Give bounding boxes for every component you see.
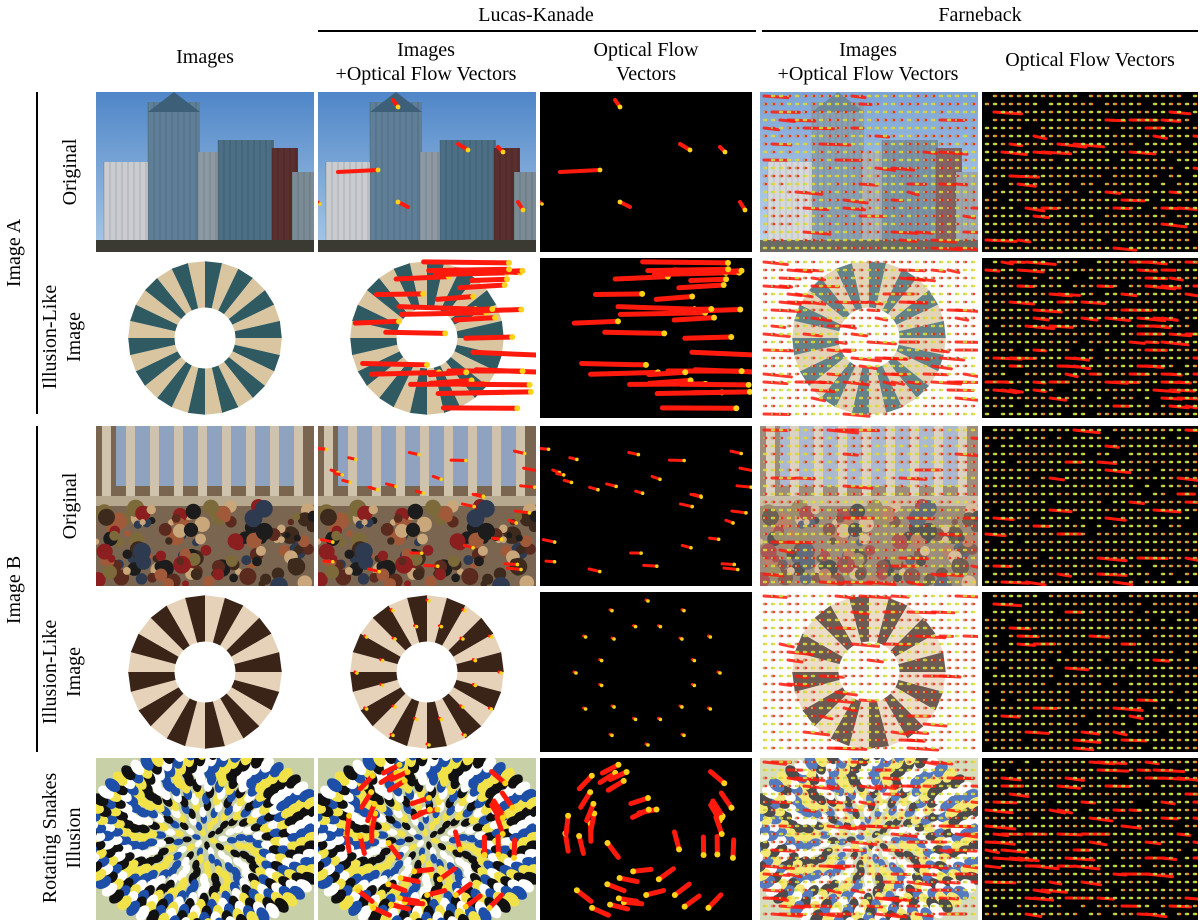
- row-label-b-illusion-line2: Image: [63, 647, 85, 697]
- panel-b-illusion-image: [96, 592, 314, 752]
- panel-b-original-image: [96, 426, 314, 586]
- section-bar-image-b: [36, 426, 38, 752]
- panel-a-illusion-lk-vectors: [540, 258, 752, 418]
- panel-snakes-fb-vectors: [982, 758, 1198, 920]
- group-header-farneback: Farneback: [938, 4, 1022, 26]
- panel-b-original-fb-vectors: [982, 426, 1198, 586]
- panel-a-illusion-fb-vectors: [982, 258, 1198, 418]
- group-underline-lucas-kanade: [318, 30, 756, 32]
- row-label-snakes: Rotating Snakes Illusion: [38, 773, 86, 904]
- column-header-lk-overlay-line1: Images: [397, 39, 455, 61]
- panel-snakes-fb-overlay: [760, 758, 978, 920]
- row-label-a-original: Original: [59, 138, 81, 206]
- column-header-fb-vectors: Optical Flow Vectors: [1005, 49, 1175, 71]
- row-label-b-illusion: Illusion-Like Image: [38, 620, 86, 724]
- panel-b-illusion-lk-overlay: [318, 592, 536, 752]
- panel-b-original-lk-overlay: [318, 426, 536, 586]
- panel-a-original-image: [96, 92, 314, 252]
- panel-b-illusion-fb-overlay: [760, 592, 978, 752]
- panel-a-original-lk-overlay: [318, 92, 536, 252]
- column-header-lk-overlay: Images +Optical Flow Vectors: [314, 38, 538, 86]
- column-header-lk-vectors-line1: Optical Flow: [593, 39, 699, 61]
- column-header-lk-vectors-line2: Vectors: [616, 63, 676, 85]
- section-bar-image-a: [36, 92, 38, 414]
- row-label-b-original: Original: [59, 472, 81, 540]
- panel-snakes-lk-vectors: [540, 758, 752, 920]
- column-header-fb-overlay-line1: Images: [839, 39, 897, 61]
- panel-a-illusion-lk-overlay: [318, 258, 536, 418]
- group-underline-farneback: [762, 30, 1198, 32]
- panel-snakes-image: [96, 758, 314, 920]
- column-header-fb-overlay-line2: +Optical Flow Vectors: [777, 63, 959, 85]
- column-header-lk-overlay-line2: +Optical Flow Vectors: [335, 63, 517, 85]
- panel-snakes-lk-overlay: [318, 758, 536, 920]
- section-label-image-a: Image A: [3, 218, 25, 288]
- panel-b-illusion-fb-vectors: [982, 592, 1198, 752]
- section-label-image-b: Image B: [3, 555, 25, 625]
- panel-a-illusion-image: [96, 258, 314, 418]
- group-header-lucas-kanade: Lucas-Kanade: [478, 4, 594, 26]
- panel-a-original-fb-overlay: [760, 92, 978, 252]
- row-label-a-illusion-line1: Illusion-Like: [39, 284, 61, 390]
- column-header-images: Images: [176, 46, 234, 68]
- column-header-fb-overlay: Images +Optical Flow Vectors: [756, 38, 980, 86]
- panel-a-original-lk-vectors: [540, 92, 752, 252]
- panel-b-original-lk-vectors: [540, 426, 752, 586]
- panel-a-illusion-fb-overlay: [760, 258, 978, 418]
- column-header-lk-vectors: Optical Flow Vectors: [538, 38, 754, 86]
- row-label-snakes-line2: Illusion: [63, 807, 85, 869]
- row-label-snakes-line1: Rotating Snakes: [39, 772, 61, 904]
- panel-a-original-fb-vectors: [982, 92, 1198, 252]
- row-label-a-illusion-line2: Image: [63, 312, 85, 362]
- row-label-a-illusion: Illusion-Like Image: [38, 285, 86, 389]
- panel-b-illusion-lk-vectors: [540, 592, 752, 752]
- row-label-b-illusion-line1: Illusion-Like: [39, 619, 61, 725]
- panel-b-original-fb-overlay: [760, 426, 978, 586]
